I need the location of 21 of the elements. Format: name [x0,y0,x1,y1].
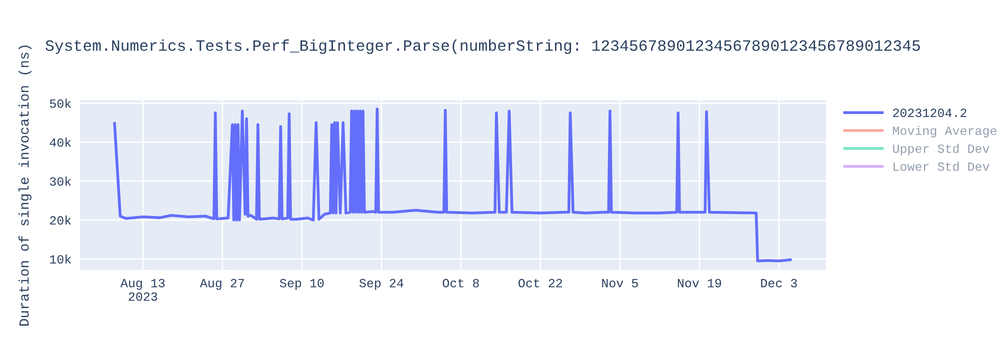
legend-label: 20231204.2 [893,108,966,118]
legend-label: Lower Std Dev [894,162,990,171]
y-axis-title: Duration of single invocation (ns) [18,46,32,326]
y-tick-label: 50k [50,98,72,108]
y-tick-label: 40k [50,138,72,147]
y-tick-label: 30k [50,176,72,186]
x-tick-label: Sep 10 [280,278,324,290]
x-tick-label: Oct 22 [518,278,562,288]
y-tick-label: 20k [50,215,72,225]
x-tick-label: Aug 13 2023 [120,278,165,301]
x-tick-label: Aug 27 [200,278,244,290]
line-series [113,108,792,262]
legend-label: Moving Average [892,126,996,138]
y-tick-label: 10k [50,254,72,264]
x-tick-label: Sep 24 [359,278,404,290]
x-tick-label: Dec 3 [761,278,797,288]
chart-title: System.Numerics.Tests.Perf_BigInteger.Parse(numberString: 12345678901234567890123456789012345 [46,39,920,54]
x-tick-label: Nov 19 [678,278,722,288]
x-tick-label: Nov 5 [602,279,638,288]
x-tick-label: Oct 8 [442,278,479,288]
legend-label: Upper Std Dev [893,144,990,156]
